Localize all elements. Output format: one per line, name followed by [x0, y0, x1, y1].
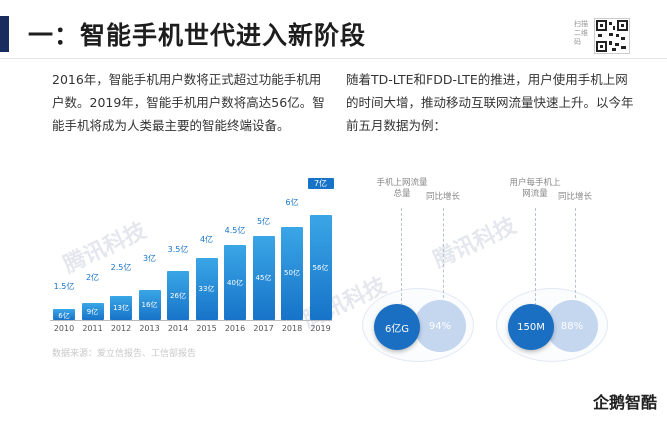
stat-growth-circle: 94% — [414, 300, 466, 352]
bar-value-label: 16亿 — [141, 301, 158, 310]
chart-bar: 26亿 — [167, 271, 189, 320]
title-accent-bar — [0, 16, 9, 52]
bar-value-label: 26亿 — [170, 291, 186, 300]
stat-growth-circle: 88% — [546, 300, 598, 352]
stat-pointer-line — [443, 208, 444, 298]
bar-value-label: 45亿 — [255, 274, 272, 282]
x-tick-label: 2017 — [253, 324, 274, 333]
page-title: 一：智能手机世代进入新阶段 — [28, 21, 367, 50]
bar-top-label: 3亿 — [142, 254, 157, 263]
watermark: 腾讯科技 — [429, 213, 521, 274]
chart-bar: 33亿 — [195, 258, 218, 320]
stat-label-yoy-growth: 同比增长 — [425, 192, 460, 202]
stat-pointer-line — [575, 208, 576, 298]
chart-source-note: 数据来源：爱立信报告、工信部报告 — [52, 349, 197, 359]
stat-label-per-user-traffic: 用户每手机上网流量 — [509, 178, 561, 199]
chart-bar: 6亿 — [53, 308, 75, 320]
bar-top-label: 2.5亿 — [110, 263, 132, 273]
bar-top-label: 1.5亿 — [53, 282, 75, 291]
bar-top-label: 3.5亿 — [167, 244, 189, 254]
brand-logo: 企鹅智酷 — [592, 393, 657, 412]
bar-value-label: 50亿 — [284, 269, 300, 278]
chart-bar: 40亿 — [224, 245, 246, 320]
chart-bar: 50亿 — [281, 226, 303, 320]
qr-label: 扫描二维码 — [574, 20, 588, 46]
stat-pointer-line — [535, 208, 536, 306]
chart-bar: 9亿 — [81, 303, 104, 320]
stat-label-yoy-growth: 同比增长 — [557, 192, 592, 202]
qr-code-icon — [594, 18, 630, 54]
stat-value-circle: 6亿G — [374, 304, 420, 350]
watermark: 腾讯科技 — [59, 218, 151, 279]
bar-top-label: 6亿 — [285, 198, 299, 207]
bar-value-label: 40亿 — [227, 278, 243, 287]
bar-value-label: 6亿 — [58, 311, 70, 320]
stat-label-total-traffic: 手机上网流量总量 — [376, 178, 428, 199]
x-tick-label: 2013 — [139, 324, 160, 333]
bar-top-label: 4亿 — [199, 235, 214, 245]
bar-value-label: 9亿 — [86, 307, 99, 316]
bar-top-label: 4.5亿 — [224, 226, 246, 235]
x-tick-label: 2012 — [110, 324, 132, 333]
bar-top-label: 2亿 — [85, 272, 100, 282]
chart-bar: 13亿 — [110, 295, 132, 320]
bar-value-label: 33亿 — [198, 285, 215, 294]
chart-bar: 56亿 — [309, 215, 332, 320]
intro-paragraph-right: 随着TD-LTE和FDD-LTE的推进，用户使用手机上网的时间大增，推动移动互联… — [346, 72, 634, 133]
bar-value-label: 13亿 — [113, 303, 129, 312]
chart-x-axis — [50, 320, 332, 321]
x-tick-label: 2011 — [82, 324, 103, 333]
stat-value-circle: 150M — [508, 304, 554, 350]
x-tick-label: 2010 — [53, 324, 75, 333]
chart-bar: 45亿 — [252, 236, 275, 320]
header-divider — [0, 58, 667, 59]
chart-bar: 16亿 — [138, 290, 161, 320]
intro-paragraph-left: 2016年，智能手机用户数将正式超过功能手机用户数。2019年，智能手机用户数将… — [52, 72, 325, 133]
x-tick-label: 2018 — [281, 324, 303, 333]
bar-value-label: 56亿 — [312, 263, 329, 272]
x-tick-label: 2015 — [196, 324, 217, 333]
stat-pointer-line — [401, 208, 402, 306]
x-tick-label: 2014 — [167, 324, 189, 333]
bar-top-label: 5亿 — [256, 216, 271, 226]
bar-top-label: 7亿 — [307, 178, 334, 190]
x-tick-label: 2019 — [310, 324, 331, 333]
x-tick-label: 2016 — [224, 324, 246, 333]
